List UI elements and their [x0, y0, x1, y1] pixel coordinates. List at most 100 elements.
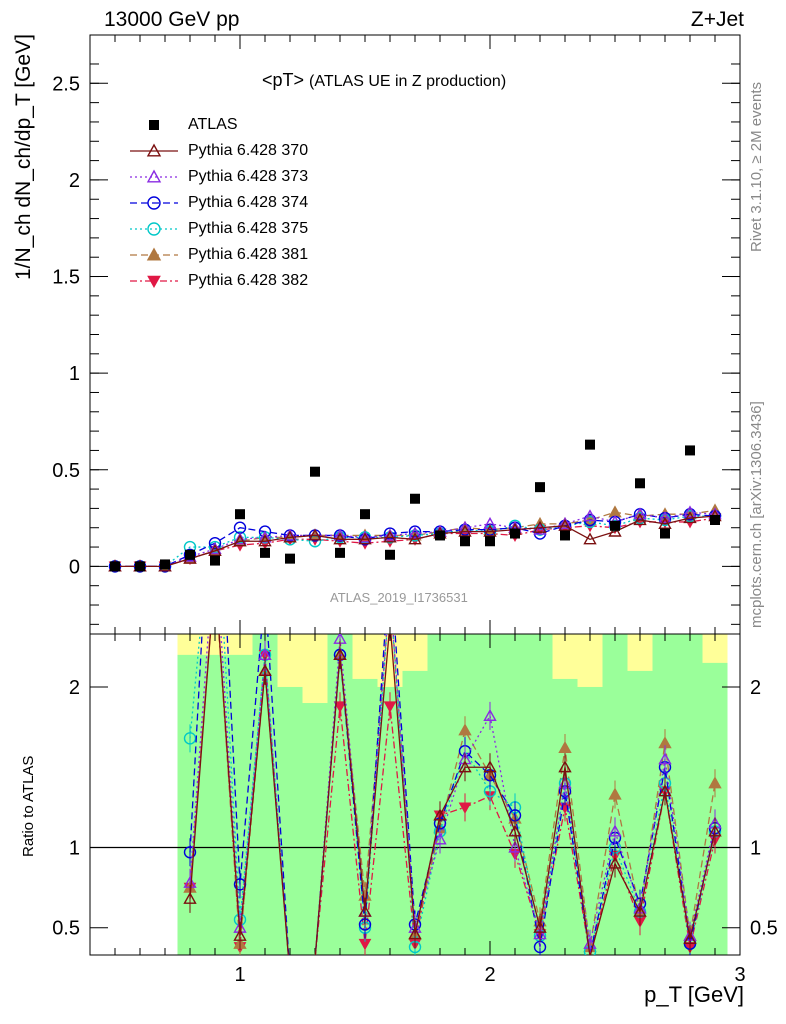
data-point: [608, 524, 622, 537]
y-tick-label-ratio-right: 0.5: [750, 918, 778, 940]
data-point: [233, 532, 247, 545]
data-point: [583, 532, 597, 545]
data-point: [408, 529, 422, 542]
y-axis-label-main: 1/N_ch dN_ch/dp_T [GeV]: [12, 34, 35, 280]
legend-swatch: [130, 247, 178, 261]
data-point: [258, 534, 272, 547]
data-point: [483, 760, 497, 773]
data-point: [383, 528, 397, 541]
data-point: [333, 532, 347, 545]
data-point: [633, 507, 647, 520]
data-point: [508, 824, 522, 837]
data-point: [383, 530, 397, 543]
data-point: [135, 561, 145, 572]
y-tick-label-main: 1.5: [52, 267, 80, 289]
legend-item: Pythia 6.428 381: [128, 242, 308, 268]
x-tick-label: 1: [234, 964, 245, 986]
data-point: [660, 528, 670, 539]
data-point: [260, 547, 270, 558]
data-point: [183, 548, 197, 561]
data-point: [358, 904, 372, 917]
series-atlas: [110, 439, 720, 572]
rivet-version-label: Rivet 3.1.10, ≥ 2M events: [748, 82, 765, 252]
data-point: [533, 520, 547, 533]
data-point: [283, 530, 297, 543]
data-point: [408, 526, 422, 539]
data-point: [385, 549, 395, 560]
data-point: [233, 534, 247, 547]
data-point: [633, 904, 647, 917]
y-tick-label-ratio: 2: [69, 677, 80, 699]
data-point: [633, 513, 647, 526]
data-point: [285, 553, 295, 564]
series-pythia-6.428-382: [108, 513, 722, 573]
data-point: [160, 559, 170, 570]
plot-title-sub: (ATLAS UE in Z production): [309, 73, 507, 90]
ratio-band-inner: [677, 634, 703, 955]
data-point: [535, 482, 545, 493]
data-point: [685, 445, 695, 456]
data-point: [483, 524, 497, 537]
data-point: [110, 561, 120, 572]
legend-item: ATLAS: [128, 112, 308, 138]
legend-swatch: [130, 196, 178, 210]
data-point: [383, 701, 397, 713]
data-point: [233, 928, 247, 941]
process-label: Z+Jet: [690, 8, 744, 31]
data-point: [608, 856, 622, 869]
collision-label: 13000 GeV pp: [104, 8, 240, 31]
legend-swatch: [130, 275, 178, 289]
data-point: [610, 520, 620, 531]
data-point: [147, 196, 161, 210]
data-point: [683, 932, 697, 945]
series-line: [115, 515, 716, 568]
data-point: [533, 522, 547, 535]
data-point: [558, 516, 572, 529]
legend-swatch: [149, 120, 159, 130]
data-point: [658, 516, 672, 529]
data-point: [258, 663, 272, 677]
ratio-line: [189, 634, 716, 955]
data-point: [558, 741, 572, 754]
data-point: [558, 760, 572, 773]
data-point: [510, 528, 520, 539]
y-tick-label-ratio: 0.5: [52, 918, 80, 940]
data-point: [310, 466, 320, 477]
mcplots-source-label: mcplots.cern.ch [arXiv:1306.3436]: [748, 401, 765, 628]
data-point: [146, 247, 162, 261]
legend: ATLAS Pythia 6.428 370 Pythia 6.428 373 Pyt…: [128, 112, 308, 294]
data-point: [235, 509, 245, 520]
ratio-band-inner: [577, 634, 603, 955]
data-point: [335, 547, 345, 558]
y-tick-label-main: 0: [69, 556, 80, 578]
data-point: [458, 523, 472, 536]
data-point: [460, 536, 470, 547]
legend-swatch: [130, 222, 178, 236]
data-point: [149, 120, 159, 130]
legend-swatch: [130, 169, 178, 183]
data-point: [208, 540, 222, 554]
data-point: [147, 275, 161, 289]
data-point: [408, 532, 422, 545]
y-tick-label-main: 0.5: [52, 460, 80, 482]
data-point: [183, 891, 197, 904]
data-point: [508, 840, 522, 853]
data-point: [208, 543, 222, 557]
data-point: [358, 532, 372, 545]
data-point: [408, 525, 422, 538]
x-tick-label: 2: [484, 964, 495, 986]
data-point: [183, 846, 197, 859]
data-point: [408, 927, 422, 940]
data-point: [708, 776, 722, 789]
data-point: [146, 143, 162, 157]
data-point: [360, 509, 370, 520]
y-tick-label-ratio: 1: [69, 837, 80, 859]
data-point: [433, 832, 447, 845]
data-point: [147, 222, 161, 236]
data-point: [183, 732, 197, 745]
ratio-panel-series: [183, 634, 722, 955]
data-point: [458, 524, 472, 537]
ratio-band-outer: [277, 634, 303, 687]
legend-item: Pythia 6.428 375: [128, 216, 308, 242]
